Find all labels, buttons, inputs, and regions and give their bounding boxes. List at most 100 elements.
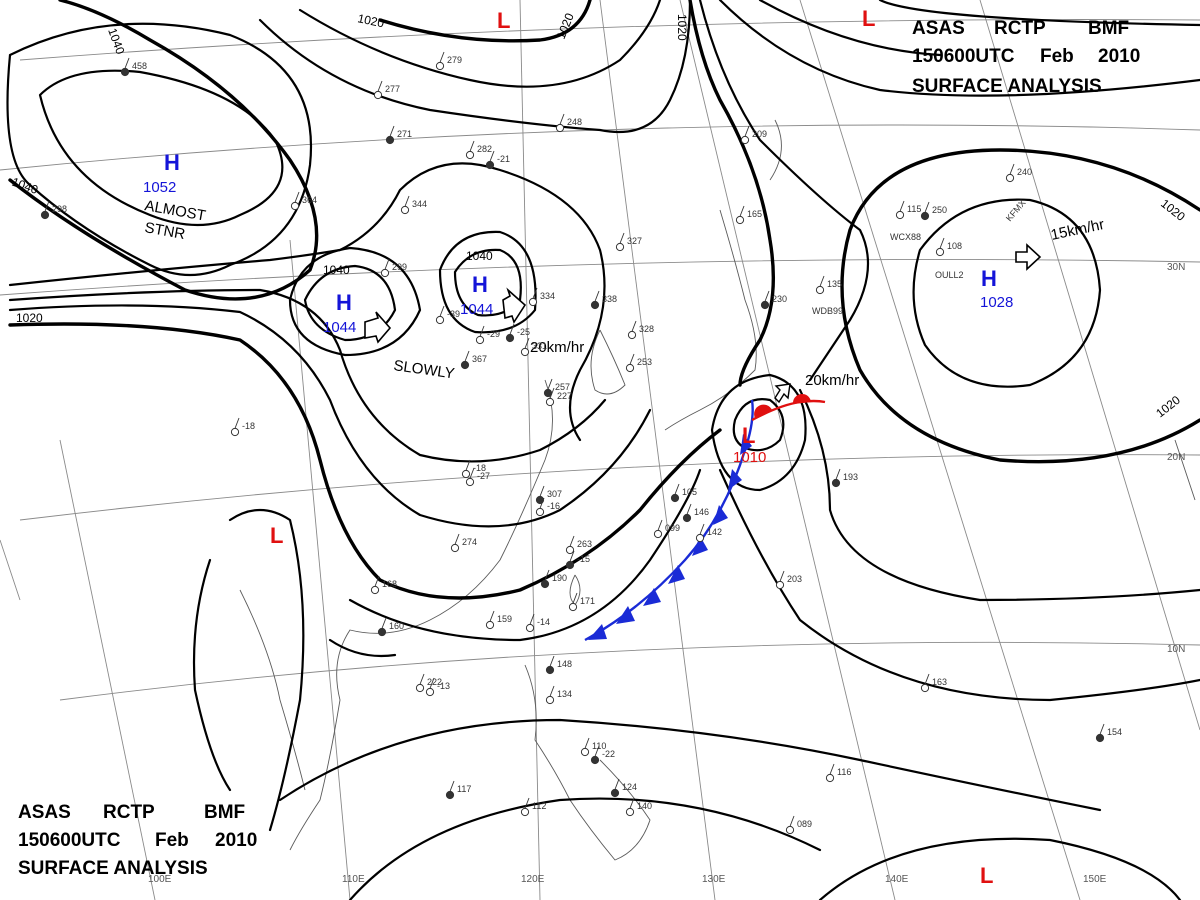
wind-barb (374, 575, 380, 587)
cold-front-triangle (692, 536, 708, 556)
station-circle (525, 623, 535, 633)
station-value: 327 (627, 236, 642, 246)
station-value: 230 (772, 294, 787, 304)
station-circle (425, 687, 435, 697)
isobar-equatorial-2 (348, 797, 822, 900)
header-top-right: ASAS RCTP BMF 150600UTC Feb 2010 SURFACE… (912, 18, 1140, 97)
isobar-label: 1040 (10, 175, 40, 197)
station-value: 115 (907, 204, 921, 214)
korea-coast (590, 329, 626, 395)
isobar-mongolia-band-2 (8, 288, 607, 463)
wind-barb (419, 673, 425, 685)
cold-front-triangle (643, 588, 661, 606)
station-value: 222 (427, 677, 442, 687)
station-circle (545, 665, 555, 675)
station-value: -27 (477, 471, 490, 481)
station-circle (590, 755, 600, 765)
station-value: 142 (707, 527, 722, 537)
wind-barb (939, 237, 945, 249)
meridian-120e (519, 0, 541, 900)
station-circle (920, 211, 930, 221)
meridian-130e (599, 0, 716, 900)
station-value: 140 (637, 801, 652, 811)
isobar-okhotsk-1 (298, 0, 662, 88)
station-value: 331 (532, 341, 547, 351)
station-circle (815, 285, 825, 295)
pressure-centers: H 1052 H 1044 H 1044 H 1028 L 1010 L L L… (143, 6, 1013, 888)
cold-front-triangle (740, 434, 752, 455)
station-circle (565, 560, 575, 570)
header-type-code: BMF (1088, 18, 1129, 39)
isobar-1020-north (378, 0, 592, 43)
station-value: 148 (557, 659, 572, 669)
station-value: 227 (557, 391, 572, 401)
station-circle (682, 513, 692, 523)
low-marker-northeast: L (862, 6, 875, 31)
wind-barb (779, 570, 785, 582)
high-pressure-center-pacific: H 1028 (980, 266, 1013, 311)
wind-barb (899, 200, 905, 212)
isobar-1020-east (688, 0, 776, 387)
station-circle (520, 347, 530, 357)
station-circle (785, 825, 795, 835)
fronts (584, 393, 826, 642)
station-circle (460, 360, 470, 370)
longitude-label: 130E (702, 874, 726, 885)
coastlines (239, 119, 1196, 861)
wind-barb (744, 125, 750, 137)
pacific-island-coast (1174, 439, 1196, 501)
isobar-south-3 (192, 558, 232, 792)
station-circle (1005, 173, 1015, 183)
taiwan-coast (569, 574, 581, 606)
station-value: 135 (827, 279, 842, 289)
station-circle (1095, 733, 1105, 743)
wind-barb (549, 655, 555, 667)
latitude-label: 10N (1167, 644, 1185, 655)
station-circle (450, 543, 460, 553)
isobar-mongolia-band-1 (8, 162, 606, 442)
header-title: SURFACE ANALYSIS (18, 858, 208, 879)
latitude-label: 30N (1167, 262, 1185, 273)
isobar-label: 1040 (323, 263, 350, 277)
china-coast (289, 379, 553, 851)
isobar-north-pacific-2 (758, 0, 942, 57)
high-pressure-value: 1044 (323, 319, 356, 336)
station-circle (615, 242, 625, 252)
latitude-line-20n (19, 454, 1200, 521)
longitude-label: 150E (1083, 874, 1107, 885)
wind-barb (594, 745, 600, 757)
station-value: 105 (682, 487, 697, 497)
station-circle (590, 300, 600, 310)
station-circle (775, 580, 785, 590)
wind-barb (739, 205, 745, 217)
station-circle (505, 333, 515, 343)
cold-front-triangle (588, 624, 607, 640)
header-datetime: 150600UTC (18, 830, 121, 851)
wind-barb (1099, 723, 1105, 735)
low-marker-indochina: L (270, 523, 283, 548)
longitude-label: 120E (521, 874, 545, 885)
station-circle (555, 123, 565, 133)
header-bottom-left: ASAS RCTP BMF 150600UTC Feb 2010 SURFACE… (18, 802, 257, 879)
warm-front-semicircle (792, 393, 811, 404)
station-circle (540, 579, 550, 589)
station-value: -29 (487, 329, 500, 339)
wind-barb (404, 195, 410, 207)
wind-barb (657, 519, 663, 531)
station-value: 279 (447, 55, 462, 65)
wind-barb (924, 201, 930, 213)
isobar-equatorial (278, 718, 1102, 812)
station-value: 271 (397, 129, 412, 139)
isobar-label: 1040 (105, 26, 127, 56)
station-circle (377, 627, 387, 637)
isobar-low-inner (732, 398, 785, 452)
wind-barb (469, 140, 475, 152)
wind-barb (549, 685, 555, 697)
cold-front-triangle (728, 469, 742, 490)
motion-arrow-pacific-high (1015, 243, 1042, 271)
isobar-label: 1020 (356, 11, 385, 30)
station-circle (625, 807, 635, 817)
